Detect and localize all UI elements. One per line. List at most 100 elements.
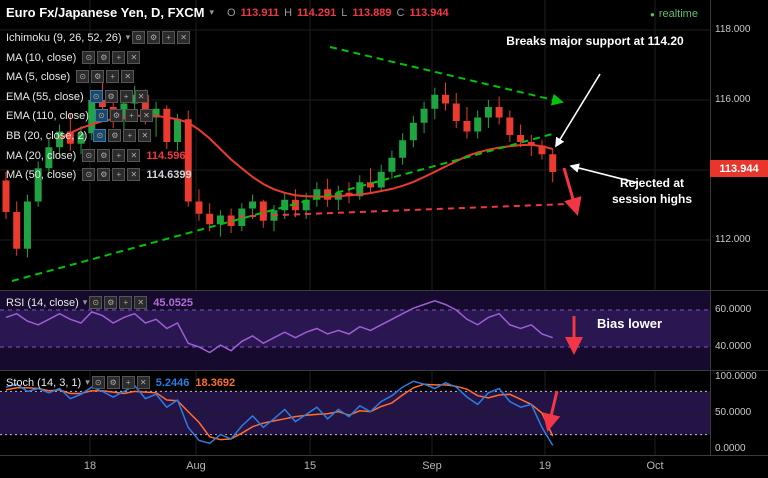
time-axis-tick: Aug [186,460,206,472]
eye-icon[interactable]: ⊙ [93,129,107,142]
gear-icon[interactable]: ⚙ [97,149,111,162]
eye-icon[interactable]: ⊙ [91,376,105,389]
plus-icon[interactable]: + [106,70,120,83]
rsi-pane-header: RSI (14, close) ▾ ⊙ ⚙ + ✕ 45.0525 [6,295,193,310]
indicator-label: MA (20, close) [6,149,77,162]
axis-separator [710,0,711,456]
break-annotation: Breaks major support at 114.20 [506,34,684,48]
eye-icon[interactable]: ⊙ [89,90,103,103]
eye-icon[interactable]: ⊙ [82,149,96,162]
plus-icon[interactable]: + [121,376,135,389]
price-axis-tick: 116.000 [715,94,751,105]
close-icon[interactable]: ✕ [127,51,141,64]
indicator-label: MA (50, close) [6,168,77,181]
price-axis-tick: 0.0000 [715,443,746,454]
chart-header: Euro Fx/Japanese Yen, D, FXCM ▾ O 113.91… [6,5,449,20]
indicator-value: 114.5967 [146,149,192,162]
eye-icon[interactable]: ⊙ [132,31,146,44]
bias-annotation: Bias lower [597,316,663,331]
eye-icon[interactable]: ⊙ [82,51,96,64]
high-value: 114.291 [297,6,337,19]
indicator-row: MA (20, close) ⊙ ⚙ + ✕ 114.5967 [6,148,192,163]
rsi-pane-chart[interactable] [0,291,710,371]
rsi-label: RSI (14, close) [6,296,79,309]
low-value: 113.889 [352,6,392,19]
stoch-label: Stoch (14, 3, 1) [6,376,82,389]
rejected-annotation: Rejected at session highs [611,176,693,206]
indicator-label: EMA (110, close) [6,109,89,122]
indicator-row: MA (5, close) ⊙ ⚙ + ✕ [6,69,135,84]
price-axis-tick: 118.000 [715,24,751,35]
plus-icon[interactable]: + [112,51,126,64]
close-icon[interactable]: ✕ [138,129,152,142]
eye-icon[interactable]: ⊙ [76,70,90,83]
indicator-label: EMA (55, close) [6,90,84,103]
close-icon[interactable]: ✕ [134,296,148,309]
price-axis-tick: 60.0000 [715,304,752,315]
close-icon[interactable]: ✕ [139,109,153,122]
indicator-label: MA (10, close) [6,51,77,64]
indicator-row: Ichimoku (9, 26, 52, 26) ▾ ⊙ ⚙ + ✕ [6,30,191,45]
plus-icon[interactable]: + [124,109,138,122]
stoch-pane-header: Stoch (14, 3, 1) ▾ ⊙ ⚙ + ✕ 5.2446 18.369… [6,375,235,390]
gear-icon[interactable]: ⚙ [91,70,105,83]
last-price-tag: 113.944 [710,160,768,177]
pane-separator[interactable] [0,370,768,371]
indicator-row: EMA (55, close) ⊙ ⚙ + ✕ [6,89,148,104]
close-icon[interactable]: ✕ [127,168,141,181]
indicator-label: Ichimoku (9, 26, 52, 26) [6,31,122,44]
price-axis[interactable]: 118.000116.000114.000112.00060.000040.00… [711,0,768,456]
indicator-row: BB (20, close, 2) ⊙ ⚙ + ✕ [6,128,152,143]
indicator-label: BB (20, close, 2) [6,129,88,142]
gear-icon[interactable]: ⚙ [147,31,161,44]
realtime-dot-icon: ● [650,9,655,19]
gear-icon[interactable]: ⚙ [104,90,118,103]
pane-separator [0,455,768,456]
close-icon[interactable]: ✕ [134,90,148,103]
chevron-down-icon[interactable]: ▾ [85,377,90,387]
indicator-value: 114.6399 [146,168,192,181]
ohlc-readout: O 113.911 H 114.291 L 113.889 C 113.944 [227,7,449,19]
open-value: 113.911 [240,6,280,19]
chevron-down-icon[interactable]: ▾ [82,297,88,307]
gear-icon[interactable]: ⚙ [97,168,111,181]
close-icon[interactable]: ✕ [177,31,191,44]
plus-icon[interactable]: + [123,129,137,142]
time-axis-tick: 19 [538,460,552,472]
eye-icon[interactable]: ⊙ [89,296,103,309]
plus-icon[interactable]: + [119,296,133,309]
price-axis-tick: 50.0000 [715,407,752,418]
gear-icon[interactable]: ⚙ [108,129,122,142]
close-icon[interactable]: ✕ [127,149,141,162]
plus-icon[interactable]: + [112,149,126,162]
time-axis-tick: Oct [646,460,664,472]
plus-icon[interactable]: + [112,168,126,181]
high-label: H [284,6,293,19]
stoch-k-value: 5.2446 [155,376,190,389]
gear-icon[interactable]: ⚙ [97,51,111,64]
eye-icon[interactable]: ⊙ [82,168,96,181]
low-label: L [341,6,348,19]
chevron-down-icon[interactable]: ▾ [209,7,214,17]
close-icon[interactable]: ✕ [121,70,135,83]
indicator-row: MA (10, close) ⊙ ⚙ + ✕ [6,50,141,65]
close-label: C [396,6,405,19]
gear-icon[interactable]: ⚙ [106,376,120,389]
indicator-row: EMA (110, close) ⊙ ⚙ + ✕ [6,108,153,123]
open-label: O [226,6,236,19]
realtime-status: ● realtime [650,8,698,20]
indicator-label: MA (5, close) [6,70,71,83]
time-axis[interactable]: 18 Aug 15 Sep 19 Oct [0,456,768,478]
plus-icon[interactable]: + [162,31,176,44]
gear-icon[interactable]: ⚙ [109,109,123,122]
gear-icon[interactable]: ⚙ [104,296,118,309]
close-icon[interactable]: ✕ [136,376,150,389]
plus-icon[interactable]: + [119,90,133,103]
pane-separator[interactable] [0,290,768,291]
chevron-down-icon[interactable]: ▾ [125,32,131,42]
symbol-title: Euro Fx/Japanese Yen, D, FXCM [6,5,205,20]
rsi-value: 45.0525 [153,296,194,309]
eye-icon[interactable]: ⊙ [94,109,108,122]
stoch-pane-chart[interactable] [0,371,710,456]
